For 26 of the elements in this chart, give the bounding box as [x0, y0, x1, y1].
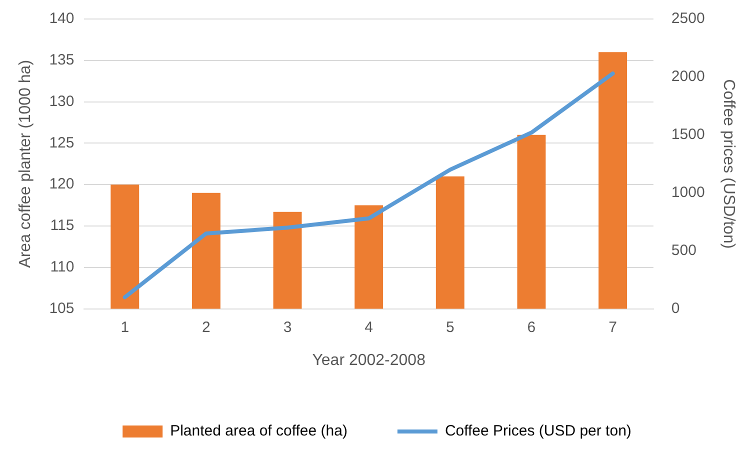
- x-tick-label: 1: [120, 318, 130, 336]
- x-tick-label: 5: [446, 318, 454, 336]
- y-tick-label: 125: [49, 134, 74, 152]
- y2-axis-title: Coffee prices (USD/ton): [720, 79, 737, 249]
- y-axis-title: Area coffee planter (1000 ha): [17, 60, 34, 268]
- x-axis-title: Year 2002-2008: [312, 352, 426, 369]
- y2-tick-label: 0: [671, 300, 680, 317]
- y-tick-label: 105: [49, 300, 74, 317]
- legend-label: Coffee Prices (USD per ton): [444, 422, 632, 440]
- legend-label: Planted area of coffee (ha): [170, 422, 348, 440]
- y-tick-label: 140: [49, 10, 74, 28]
- y2-tick-label: 1000: [671, 184, 705, 202]
- x-tick-label: 3: [283, 318, 292, 336]
- y-tick-label: 110: [50, 258, 74, 276]
- y-tick-label: 135: [49, 52, 74, 69]
- y-tick-label: 130: [49, 92, 74, 110]
- y2-tick-label: 1500: [671, 126, 705, 144]
- x-tick-label: 4: [364, 318, 373, 336]
- y2-tick-label: 2000: [671, 68, 705, 86]
- y2-tick-label: 500: [671, 242, 696, 259]
- y-tick-label: 115: [50, 217, 74, 234]
- x-tick-label: 7: [608, 318, 617, 336]
- x-tick-label: 6: [527, 318, 536, 336]
- y2-tick-label: 2500: [671, 10, 705, 28]
- x-tick-label: 2: [202, 318, 210, 336]
- y-tick-label: 120: [49, 176, 74, 193]
